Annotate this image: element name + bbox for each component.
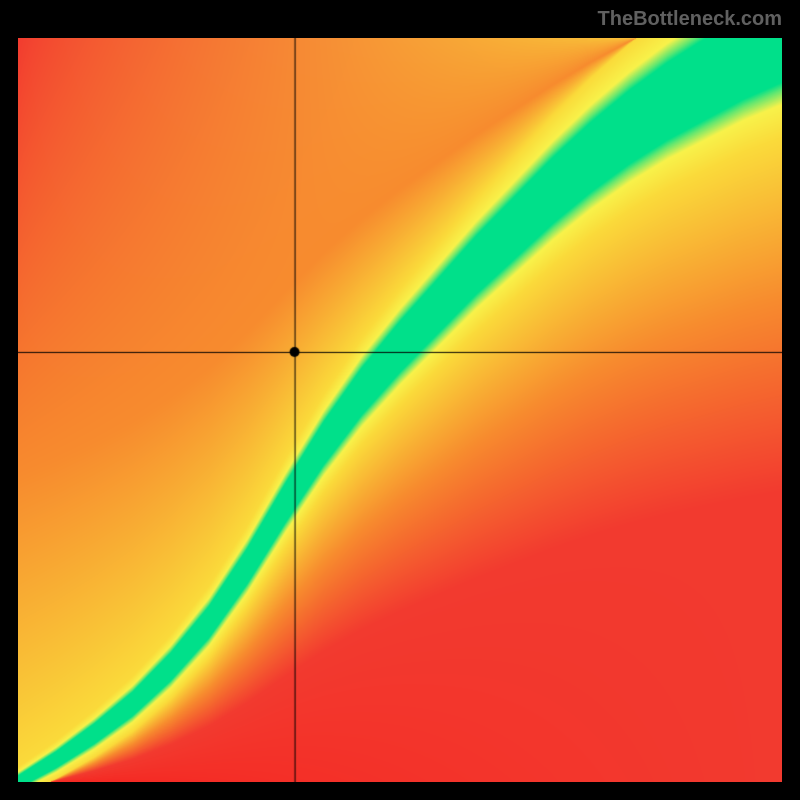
chart-container: TheBottleneck.com — [0, 0, 800, 800]
heatmap-plot — [18, 38, 782, 782]
watermark-text: TheBottleneck.com — [598, 8, 782, 31]
heatmap-canvas — [18, 38, 782, 782]
